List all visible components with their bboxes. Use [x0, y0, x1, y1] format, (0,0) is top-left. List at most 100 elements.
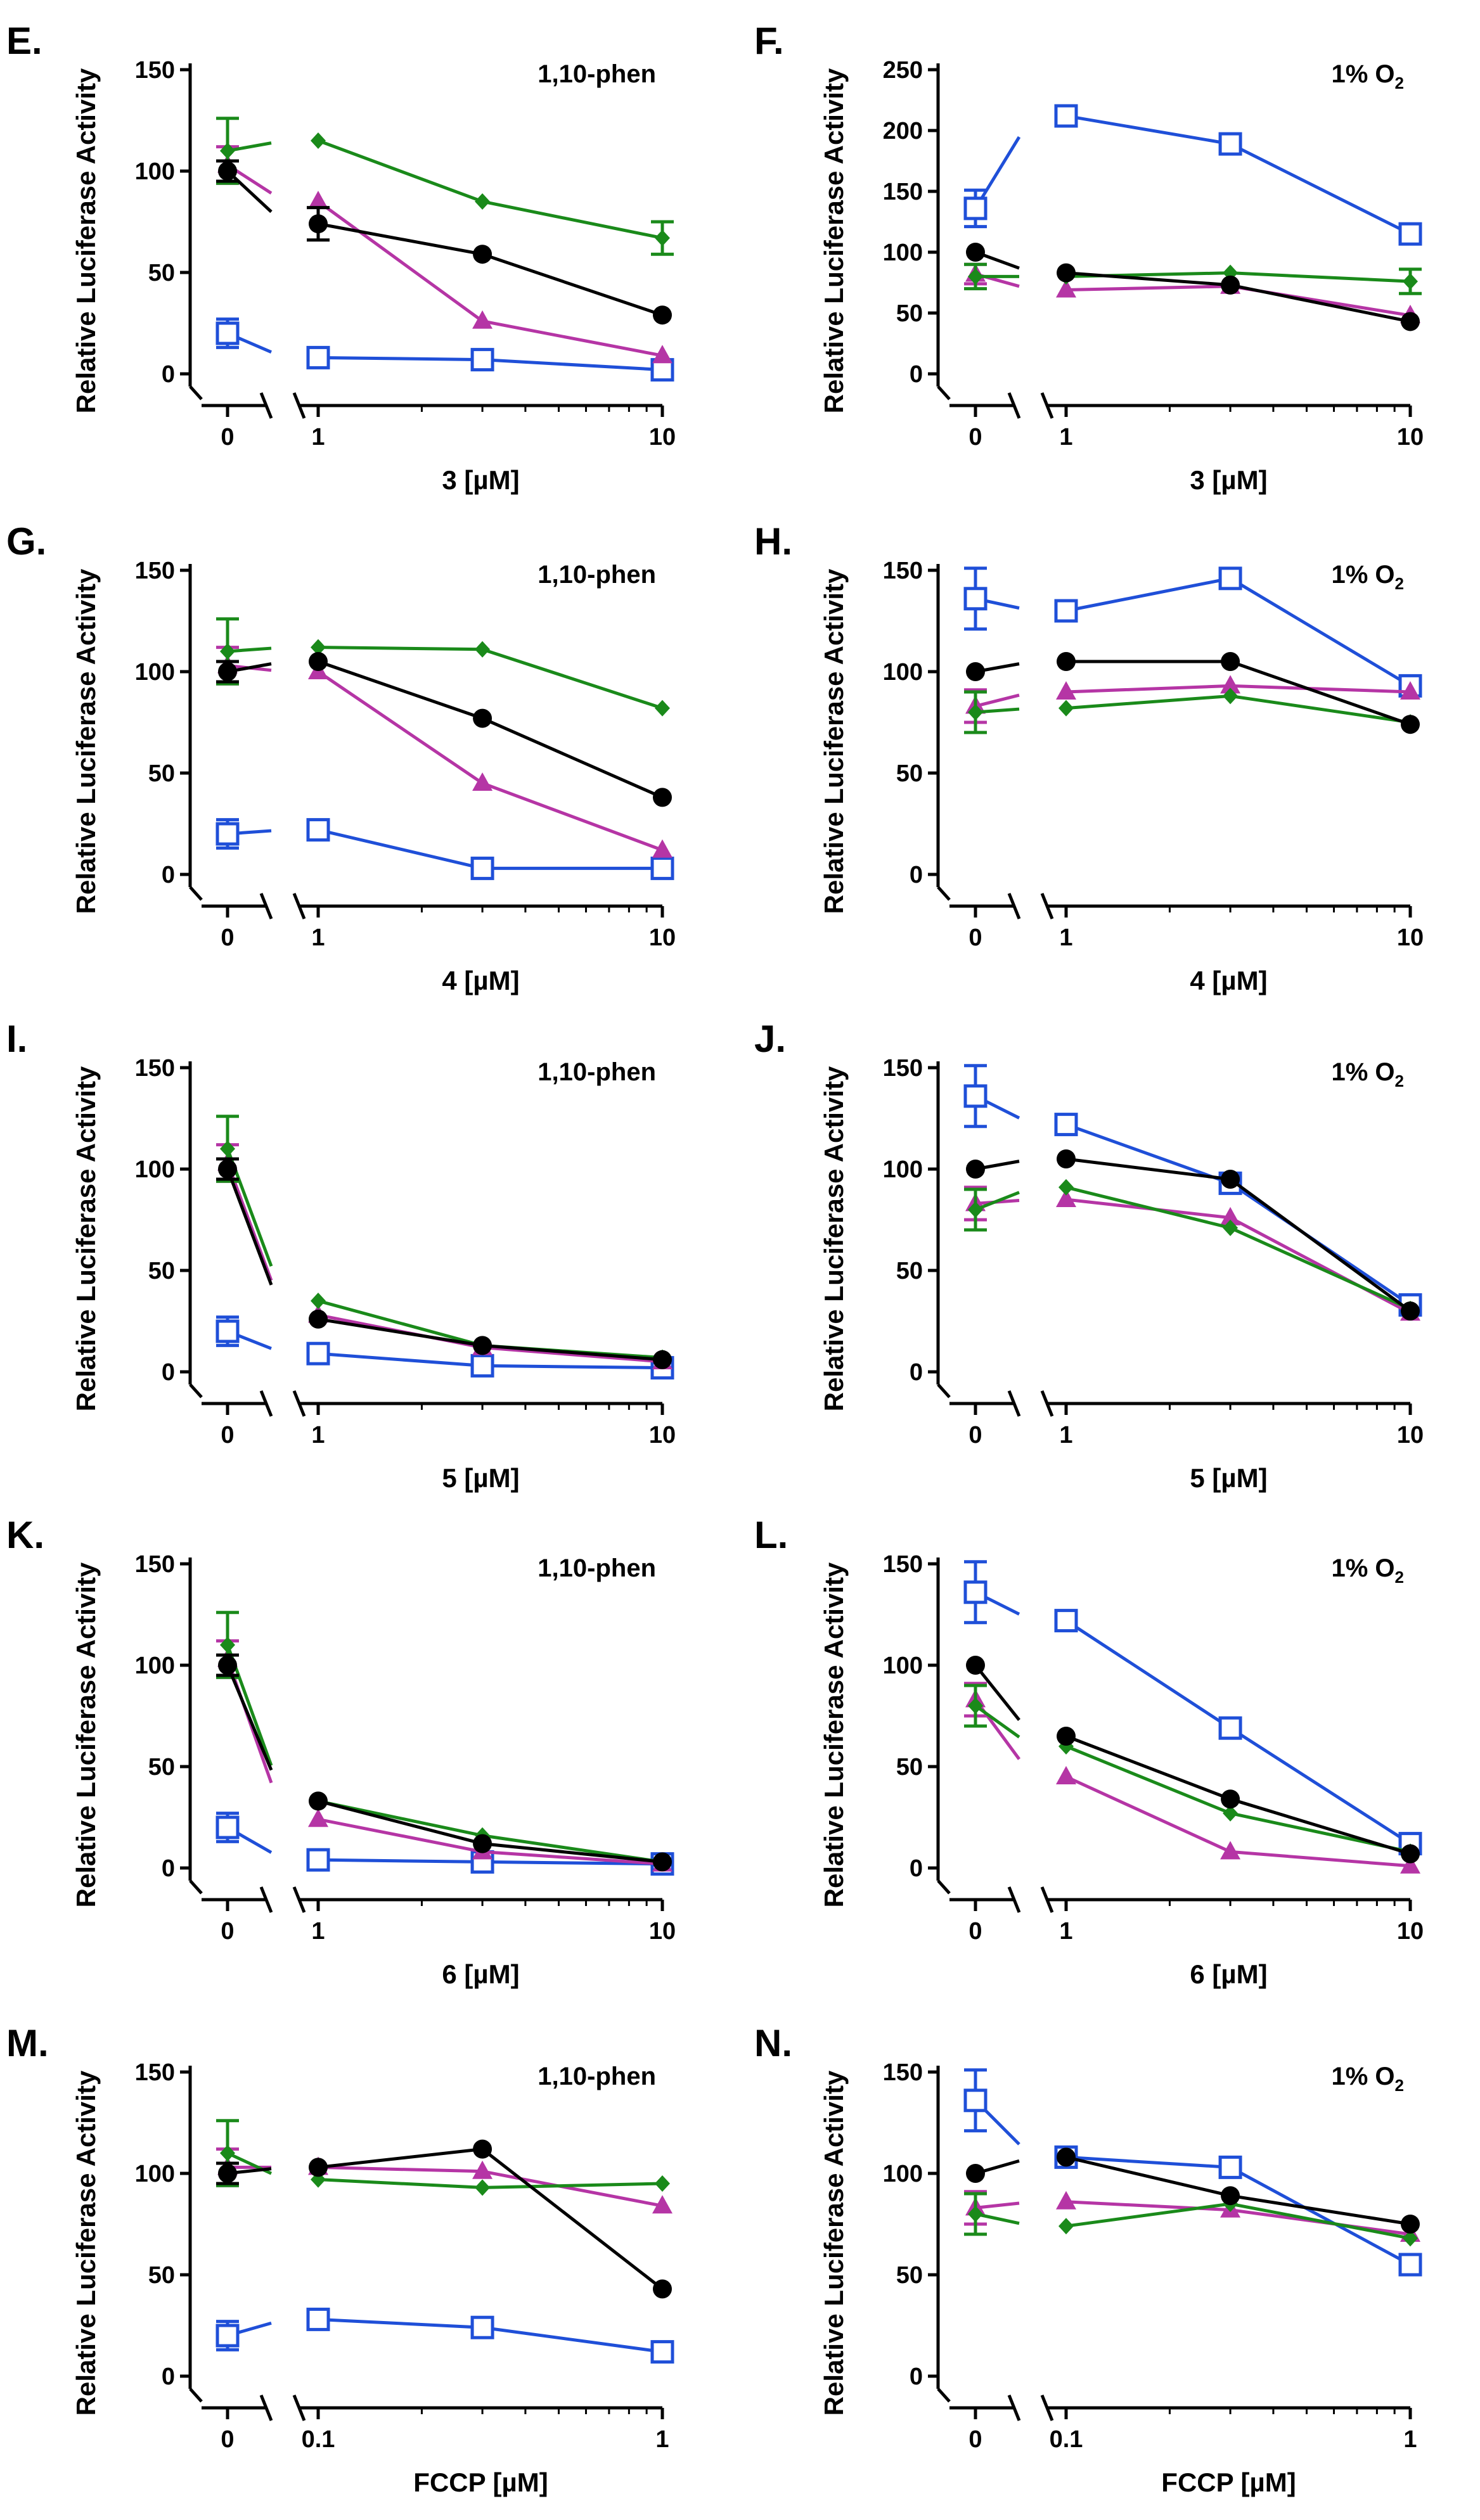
y-tick-label: 150 [883, 1551, 923, 1578]
y-tick-label: 150 [135, 1055, 175, 1082]
x-tick-label: 1 [311, 1422, 325, 1449]
data-point-circle [473, 708, 492, 728]
data-point-diamond [220, 1141, 235, 1157]
panel-k: K. Relative Luciferase Activity 0 50 100 150 0… [6, 1514, 676, 1989]
x-axis-break [1007, 1886, 1021, 1913]
y-tick-label: 0 [162, 2363, 175, 2390]
y-axis-foot [189, 2388, 203, 2403]
series-line [1065, 577, 1412, 688]
panel-letter: J. [754, 1018, 786, 1060]
data-point-square [216, 1815, 240, 1839]
series-black-circle [216, 1653, 672, 1872]
series-line-stub [975, 707, 1020, 714]
condition-main: 1,10-phen [537, 60, 656, 88]
data-point-triangle [308, 1808, 328, 1827]
data-point-circle [966, 243, 985, 262]
data-point-circle [1057, 1149, 1076, 1168]
data-point-square [306, 1341, 330, 1366]
data-point-triangle [1056, 279, 1076, 298]
y-tick-label: 100 [883, 240, 923, 266]
x-tick-label: 0 [968, 2426, 982, 2453]
y-tick-label: 50 [148, 760, 175, 787]
condition-subscript: 2 [1395, 2076, 1404, 2095]
y-tick-label: 100 [883, 659, 923, 686]
x-axis-break [259, 893, 273, 919]
y-axis-label: Relative Luciferase Activity [819, 68, 849, 413]
data-point-triangle [652, 345, 672, 364]
series-blue-square [963, 566, 1422, 698]
series-black-circle [216, 1157, 672, 1369]
x-tick-label: 10 [649, 924, 676, 951]
panel-i: I. Relative Luciferase Activity 0 50 100 150 0… [6, 1018, 676, 1493]
series-line-stub [226, 1168, 273, 1286]
data-point-square [1218, 2155, 1242, 2179]
condition-label: 1% O2 [1331, 1058, 1404, 1091]
series-line-stub [974, 1664, 1020, 1722]
condition-main: 1% O [1331, 1554, 1394, 1582]
panel-letter: K. [6, 1514, 44, 1556]
data-point-square [963, 587, 988, 611]
data-point-diamond [968, 704, 983, 720]
condition-main: 1% O [1331, 60, 1394, 88]
data-point-triangle [1400, 1855, 1420, 1874]
data-point-diamond [655, 700, 670, 717]
data-point-circle [653, 1852, 672, 1872]
condition-label: 1% O2 [1331, 1554, 1404, 1587]
data-point-circle [218, 2164, 237, 2183]
data-point-square [470, 856, 494, 880]
data-point-triangle [308, 191, 328, 209]
data-point-diamond [220, 2145, 235, 2161]
series-magenta-triangle [216, 1639, 672, 1872]
x-axis-label: 5 [µM] [442, 1463, 519, 1493]
data-point-diamond [968, 2206, 983, 2222]
series-black-circle [966, 243, 1420, 331]
condition-main: 1% O [1331, 2063, 1394, 2090]
data-point-triangle [1056, 681, 1076, 700]
y-tick-label: 150 [135, 2059, 175, 2086]
x-tick-label: 0 [221, 1422, 234, 1449]
series-black-circle [966, 652, 1420, 734]
x-tick-label: 1 [311, 1918, 325, 1945]
series-green-diamond [964, 262, 1422, 295]
data-point-square [1398, 222, 1422, 246]
data-point-circle [653, 788, 672, 807]
y-tick-label: 100 [135, 1653, 175, 1679]
y-tick-label: 50 [896, 300, 923, 327]
data-point-square [470, 348, 494, 372]
panel-letter: L. [754, 1514, 788, 1556]
x-axis-break [292, 1390, 306, 1417]
condition-label: 1,10-phen [537, 1058, 656, 1086]
condition-main: 1,10-phen [537, 2063, 656, 2090]
series-line-stub [226, 170, 273, 214]
series-line [1065, 1123, 1412, 1307]
x-axis-break [1040, 392, 1054, 419]
series-blue-square [216, 1315, 674, 1380]
data-point-diamond [311, 132, 326, 149]
y-tick-label: 150 [135, 558, 175, 584]
y-tick-label: 100 [135, 659, 175, 686]
series-black-circle [216, 2139, 672, 2299]
y-tick-label: 250 [883, 57, 923, 84]
series-green-diamond [216, 1115, 670, 1366]
series-green-diamond [216, 1611, 670, 1871]
series-magenta-triangle [964, 1186, 1420, 1321]
data-point-circle [966, 1656, 985, 1675]
x-axis-break [259, 1390, 273, 1417]
series-line-stub [975, 693, 1020, 708]
series-line [1065, 1198, 1412, 1315]
data-point-circle [218, 662, 237, 681]
data-point-circle [309, 2158, 328, 2177]
y-tick-label: 100 [135, 1156, 175, 1183]
x-tick-label: 0 [221, 924, 234, 951]
y-axis-foot [189, 385, 203, 400]
x-axis-break [292, 2395, 306, 2421]
condition-subscript: 2 [1395, 1568, 1404, 1587]
y-tick-label: 50 [148, 1754, 175, 1781]
y-axis-label: Relative Luciferase Activity [819, 2070, 849, 2415]
panel-letter: H. [754, 520, 792, 563]
x-tick-label: 1 [655, 2426, 669, 2453]
x-tick-label: 0 [221, 1918, 234, 1945]
data-point-circle [1057, 652, 1076, 671]
condition-label: 1,10-phen [537, 1554, 656, 1582]
data-point-circle [1221, 652, 1240, 671]
